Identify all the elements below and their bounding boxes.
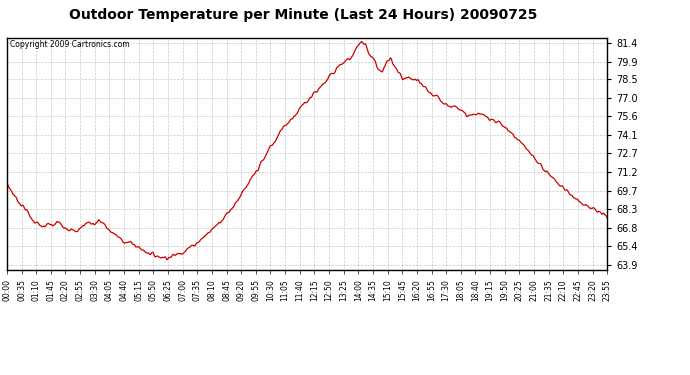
Text: Outdoor Temperature per Minute (Last 24 Hours) 20090725: Outdoor Temperature per Minute (Last 24 …	[70, 8, 538, 21]
Text: Copyright 2009 Cartronics.com: Copyright 2009 Cartronics.com	[10, 40, 130, 49]
